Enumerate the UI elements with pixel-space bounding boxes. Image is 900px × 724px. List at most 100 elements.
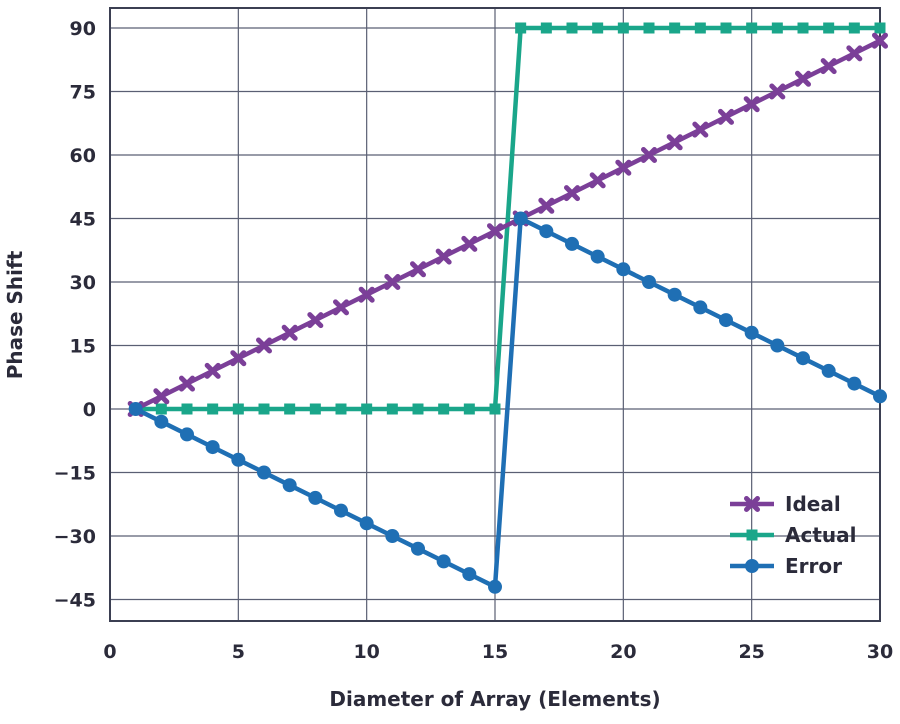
x-tick-label: 5: [232, 641, 245, 663]
data-point-ideal: [358, 286, 375, 303]
data-point-error: [488, 579, 502, 594]
data-point-error: [590, 249, 605, 264]
data-point-error: [693, 300, 708, 315]
data-point-ideal: [692, 121, 709, 138]
data-point-ideal: [307, 312, 324, 329]
data-point-error: [128, 402, 143, 416]
legend-item-ideal: Ideal: [730, 492, 841, 516]
data-point-actual: [386, 403, 398, 415]
data-point-error: [436, 554, 451, 569]
series-error: [128, 211, 887, 594]
data-point-actual: [361, 403, 373, 415]
data-point-actual: [643, 22, 655, 34]
data-point-ideal: [435, 248, 452, 265]
data-point-ideal: [333, 299, 349, 316]
data-point-error: [873, 389, 887, 404]
data-point-ideal: [384, 274, 401, 291]
data-point-ideal: [615, 159, 632, 176]
data-point-ideal: [846, 45, 863, 62]
data-point-actual: [874, 22, 886, 34]
x-tick-label: 0: [103, 641, 116, 663]
data-point-error: [565, 236, 579, 251]
data-point-actual: [540, 22, 552, 34]
legend-item-error: Error: [730, 554, 842, 578]
data-point-actual: [258, 403, 270, 415]
data-point-error: [257, 465, 271, 480]
data-point-actual: [592, 22, 604, 34]
y-tick-label: 15: [70, 336, 96, 358]
data-point-actual: [823, 22, 835, 34]
data-point-error: [719, 313, 733, 328]
data-point-error: [744, 325, 759, 340]
y-tick-label: −45: [54, 589, 96, 611]
data-point-ideal: [256, 337, 272, 354]
data-point-error: [308, 490, 323, 505]
legend-item-actual: Actual: [730, 523, 856, 547]
x-tick-label: 20: [610, 641, 636, 663]
data-point-ideal: [589, 172, 606, 189]
data-point-ideal: [795, 70, 811, 87]
data-point-error: [616, 262, 631, 277]
data-point-error: [667, 287, 682, 302]
data-point-ideal: [487, 223, 503, 240]
data-point-ideal: [641, 147, 657, 164]
data-point-actual: [669, 22, 681, 34]
data-point-error: [282, 478, 297, 493]
y-tick-label: −15: [54, 462, 96, 484]
legend-label-error: Error: [785, 554, 842, 578]
x-tick-label: 30: [867, 641, 893, 663]
data-point-error: [385, 528, 400, 543]
data-point-actual: [489, 403, 501, 415]
series-ideal: [127, 32, 888, 417]
data-point-ideal: [872, 32, 888, 49]
y-tick-label: 30: [70, 272, 96, 294]
data-point-error: [462, 567, 477, 582]
data-point-actual: [463, 403, 475, 415]
data-point-ideal: [564, 185, 580, 202]
data-point-error: [154, 414, 169, 429]
legend-label-ideal: Ideal: [785, 492, 841, 516]
legend: Ideal Actual Error: [730, 492, 856, 578]
tick-labels: 0 5 10 15 20 25 30 90 75 60 45 30 15 0 −15 −30 −45: [54, 18, 894, 663]
data-point-ideal: [281, 324, 298, 341]
data-point-error: [847, 376, 862, 391]
y-tick-label: 90: [70, 18, 96, 40]
data-point-actual: [771, 22, 783, 34]
x-tick-label: 10: [353, 641, 379, 663]
data-point-actual: [797, 22, 809, 34]
data-point-actual: [438, 403, 450, 415]
data-point-error: [513, 211, 528, 226]
legend-label-actual: Actual: [785, 523, 856, 547]
data-point-ideal: [820, 58, 837, 75]
x-axis-title: Diameter of Array (Elements): [329, 687, 660, 711]
legend-marker-actual: [746, 529, 758, 541]
data-point-ideal: [718, 108, 734, 125]
axes: [109, 7, 881, 622]
legend-marker-ideal: [744, 496, 760, 512]
data-point-actual: [207, 403, 219, 415]
y-axis-title: Phase Shift: [3, 250, 27, 379]
data-point-error: [359, 516, 374, 531]
data-point-error: [411, 541, 425, 556]
data-point-actual: [284, 403, 296, 415]
data-point-actual: [694, 22, 706, 34]
data-point-error: [770, 338, 785, 353]
data-point-ideal: [743, 96, 760, 113]
data-point-error: [334, 503, 348, 518]
data-point-ideal: [666, 134, 683, 151]
data-point-actual: [232, 403, 244, 415]
data-point-ideal: [410, 261, 426, 278]
y-tick-label: 75: [70, 82, 96, 104]
data-point-error: [796, 351, 810, 366]
x-tick-label: 25: [738, 641, 764, 663]
data-point-actual: [412, 403, 424, 415]
data-point-ideal: [538, 197, 555, 214]
legend-marker-error: [745, 559, 759, 573]
data-point-ideal: [461, 235, 478, 252]
data-point-actual: [566, 22, 578, 34]
data-point-error: [642, 275, 656, 290]
x-tick-label: 15: [482, 641, 508, 663]
y-tick-label: 60: [70, 145, 96, 167]
